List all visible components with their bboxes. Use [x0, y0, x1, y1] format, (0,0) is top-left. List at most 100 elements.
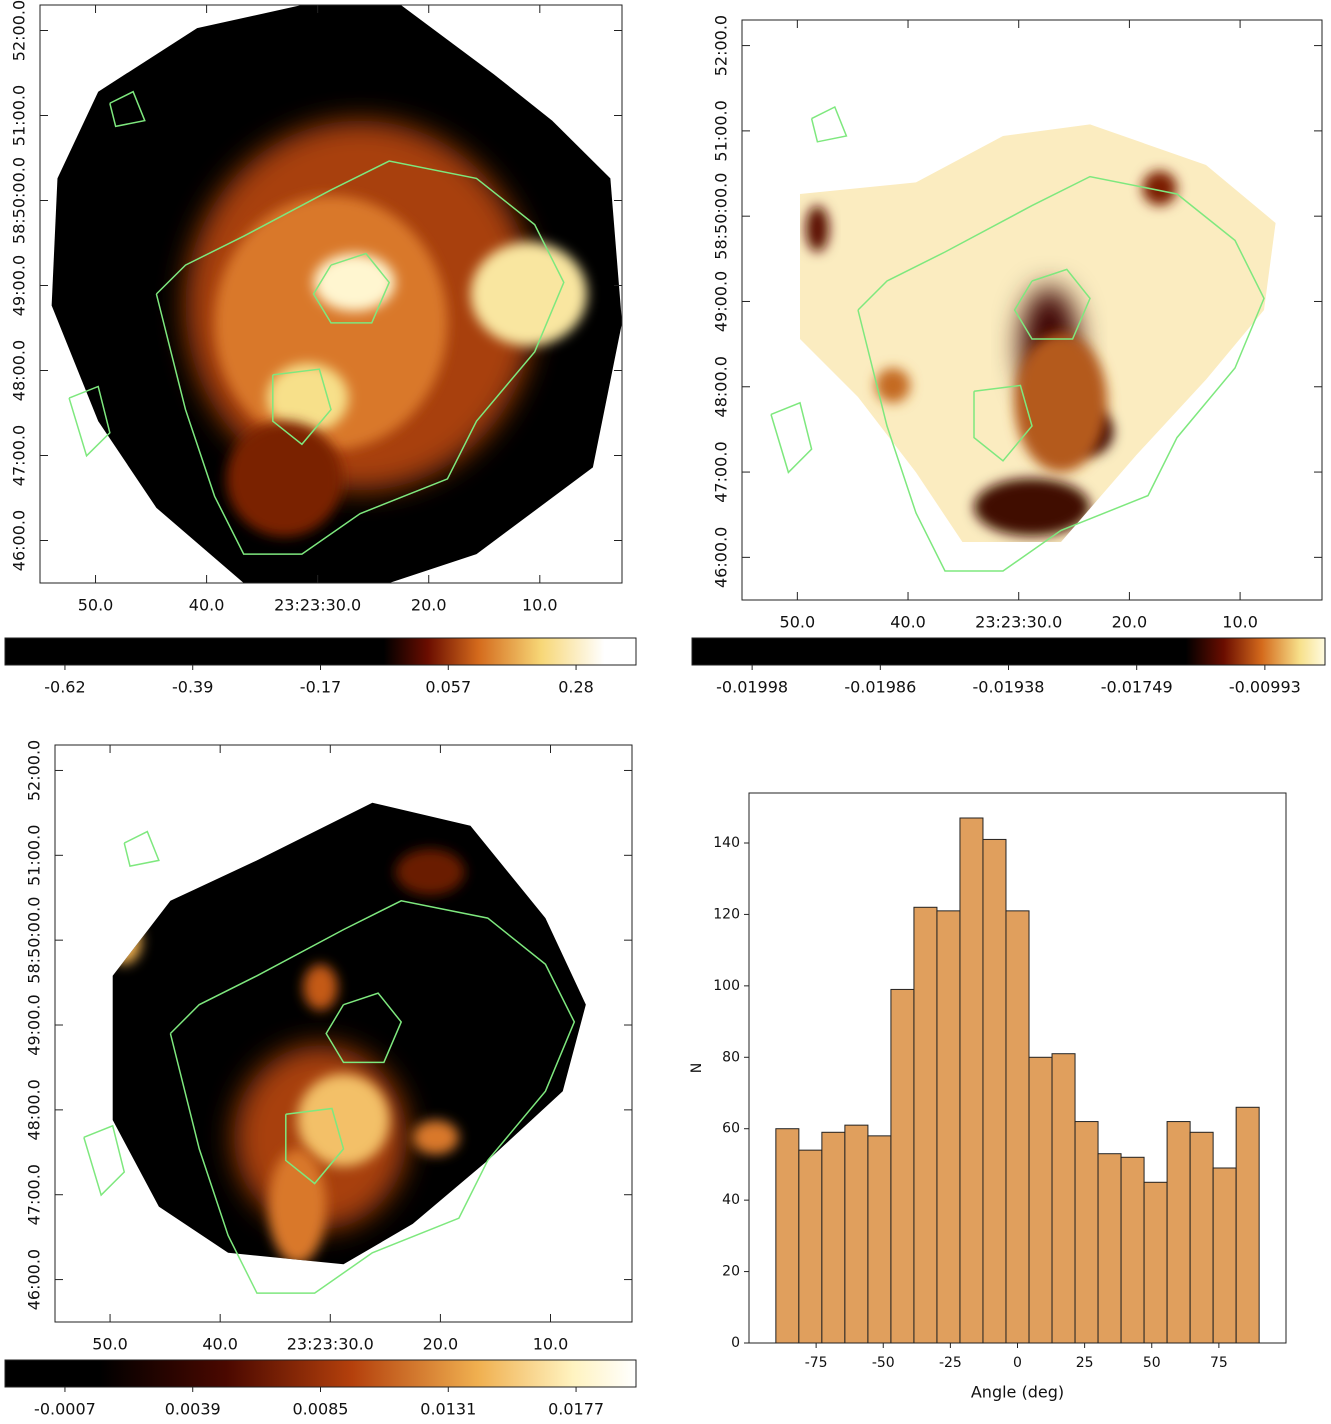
x-tick-label: 40.0	[189, 596, 225, 615]
colorbar-tick-label: -0.0007	[34, 1400, 96, 1419]
colorbar-tick-label: 0.0039	[165, 1400, 221, 1419]
y-tick-label: 49:00.0	[25, 994, 44, 1055]
y-tick-label: 40	[722, 1192, 740, 1208]
contour	[155, 160, 565, 555]
x-tick-label: -75	[805, 1355, 828, 1371]
colorbar-tick-label: 0.0085	[293, 1400, 349, 1419]
contour	[325, 992, 403, 1064]
colorbar-tick-label: 0.28	[558, 678, 594, 697]
colorbar-tick-label: 0.0131	[420, 1400, 476, 1419]
emission-blob	[805, 205, 830, 252]
y-tick-label: 58:50:00.0	[25, 897, 44, 984]
map-panel: 50.0 40.0 23:23:30.0 20.0 10.0 46:00.0 47:00.0…	[4, 0, 637, 697]
contour	[169, 900, 576, 1294]
x-tick-label: 10.0	[533, 1335, 569, 1354]
colorbar-tick-label: -0.01749	[1101, 678, 1173, 697]
y-tick-label: 52:00.0	[10, 0, 29, 61]
y-tick-label: 49:00.0	[10, 255, 29, 316]
bar	[1051, 1053, 1076, 1344]
colorbar-tick-label: 0.057	[425, 678, 471, 697]
y-tick-label: 20	[722, 1264, 740, 1280]
map-panel: 50.0 40.0 23:23:30.0 20.0 10.0 46:00.0 47:00.0…	[4, 740, 637, 1419]
emission-blob	[297, 1073, 390, 1167]
x-tick-label: 25	[1076, 1355, 1094, 1371]
y-tick-label: 0	[731, 1335, 740, 1351]
x-tick-label: 50.0	[92, 1335, 128, 1354]
emission-blob	[303, 964, 338, 1011]
bar	[959, 817, 984, 1344]
colorbar-tick-label: -0.62	[44, 678, 85, 697]
plot-frame	[39, 4, 623, 584]
bar	[1143, 1181, 1168, 1344]
emission-blob	[412, 1120, 459, 1155]
bar	[1097, 1153, 1122, 1344]
bar	[775, 1128, 800, 1344]
histogram-panel: -75 -50 -25 0 25 50 75 0 20 40 60 80 100 120 140 Angle …	[689, 792, 1287, 1402]
contour	[83, 1124, 126, 1197]
colorbar	[691, 637, 1326, 666]
colorbar-tick-label: -0.01998	[716, 678, 788, 697]
y-tick-label: 51:00.0	[10, 85, 29, 146]
contour	[973, 384, 1033, 462]
y-tick-label: 58:50:00.0	[10, 157, 29, 244]
bar	[936, 910, 961, 1344]
bar	[1028, 1056, 1053, 1344]
contour	[285, 1107, 345, 1185]
x-tick-label: 50.0	[780, 613, 816, 632]
x-tick-label: 40.0	[202, 1335, 238, 1354]
x-tick-label: 75	[1210, 1355, 1228, 1371]
y-tick-label: 100	[713, 978, 740, 994]
y-tick-label: 140	[713, 835, 740, 851]
emission-blob	[313, 253, 396, 312]
x-tick-label: 23:23:30.0	[274, 596, 361, 615]
colorbar-tick-label: -0.01938	[973, 678, 1045, 697]
y-tick-label: 48:00.0	[712, 356, 731, 417]
emission-blob	[226, 421, 343, 537]
contour	[68, 385, 111, 458]
colorbar	[4, 637, 637, 666]
x-tick-label: 0	[1013, 1355, 1022, 1371]
y-tick-label: 52:00.0	[25, 740, 44, 801]
plot-frame	[741, 19, 1323, 601]
contour	[123, 830, 160, 868]
x-tick-label: 23:23:30.0	[287, 1335, 374, 1354]
emission-blob	[266, 363, 349, 433]
emission-blob	[875, 368, 911, 403]
emission-blob	[1014, 333, 1108, 473]
y-tick-label: 47:00.0	[712, 441, 731, 502]
y-tick-label: 48:00.0	[25, 1079, 44, 1140]
colorbar-tick-label: -0.01986	[844, 678, 916, 697]
map-emission	[112, 848, 465, 1265]
colorbar	[4, 1359, 637, 1388]
bar	[867, 1135, 892, 1344]
y-tick-label: 46:00.0	[10, 510, 29, 571]
contour	[770, 401, 813, 474]
x-tick-label: 20.0	[423, 1335, 459, 1354]
y-tick-label: 120	[713, 906, 740, 922]
map-emission	[805, 170, 1177, 537]
x-axis-label: Angle (deg)	[971, 1383, 1064, 1402]
y-tick-label: 49:00.0	[712, 271, 731, 332]
x-tick-label: 20.0	[411, 596, 447, 615]
emission-blob	[395, 848, 465, 896]
bar	[1235, 1106, 1260, 1344]
y-tick-label: 52:00.0	[712, 15, 731, 76]
y-tick-label: 47:00.0	[25, 1164, 44, 1225]
bar	[913, 906, 938, 1344]
y-tick-label: 48:00.0	[10, 340, 29, 401]
bar	[982, 838, 1007, 1344]
emission-blob	[470, 241, 588, 347]
x-tick-label: -50	[872, 1355, 895, 1371]
y-tick-label: 58:50:00.0	[712, 173, 731, 260]
y-tick-label: 80	[722, 1049, 740, 1065]
plot-frame	[54, 744, 633, 1323]
bar	[798, 1149, 823, 1344]
map-panel: 50.0 40.0 23:23:30.0 20.0 10.0 46:00.0 47:00.0…	[691, 15, 1326, 697]
y-tick-label: 60	[722, 1121, 740, 1137]
contour	[272, 368, 332, 446]
bar	[1120, 1156, 1145, 1344]
y-tick-label: 46:00.0	[25, 1249, 44, 1310]
bar	[1005, 910, 1030, 1344]
colorbar-tick-label: -0.39	[172, 678, 213, 697]
x-tick-label: 20.0	[1112, 613, 1148, 632]
